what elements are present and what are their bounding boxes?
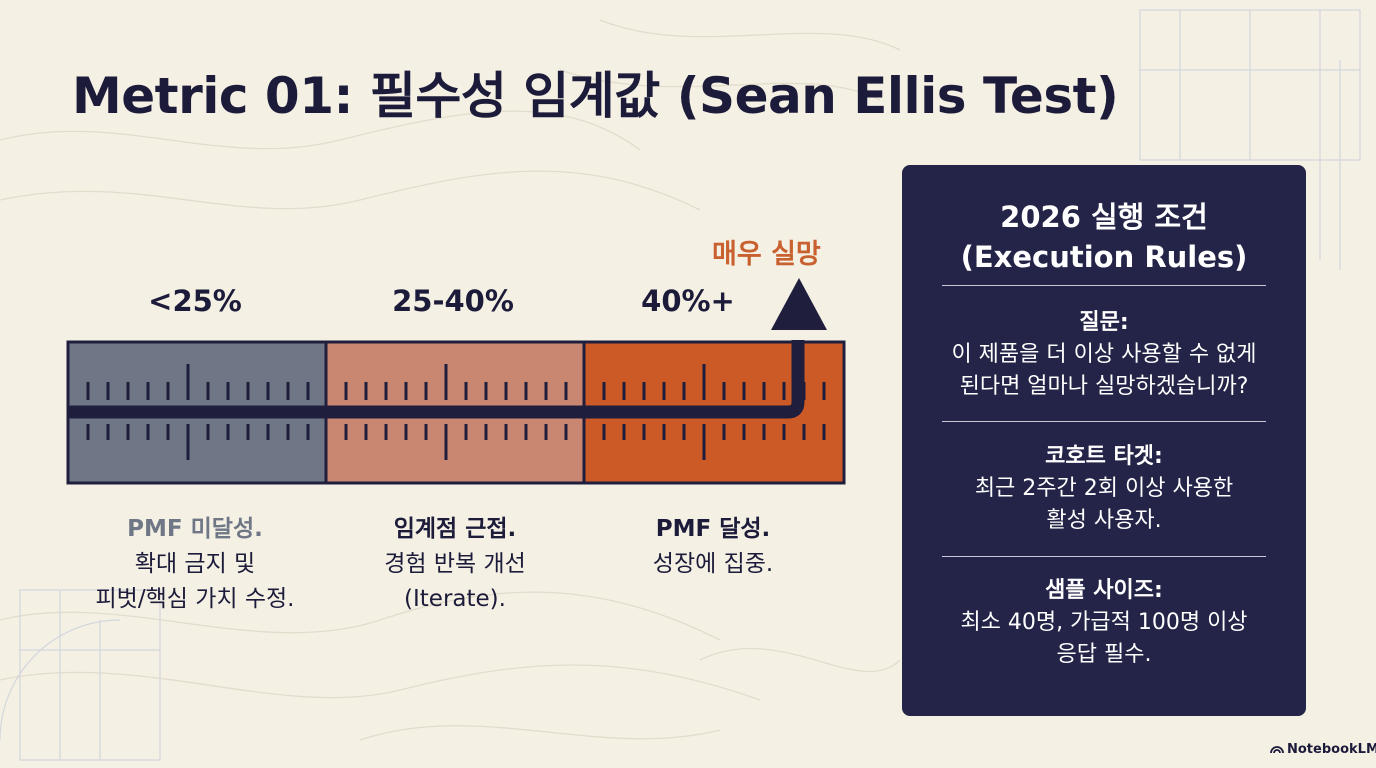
zone-mid-line-1: 경험 반복 개선 (384, 551, 526, 577)
rule-sample-size: 샘플 사이즈: 최소 40명, 가급적 100명 이상 응답 필수. (902, 575, 1306, 671)
panel-title-line-1: 2026 실행 조건 (1000, 200, 1208, 234)
range-label-high: 40%+ (641, 284, 735, 318)
threshold-ruler (66, 340, 846, 485)
zone-low-description: PMF 미달성. 확대 금지 및 피벗/핵심 가치 수정. (66, 512, 324, 617)
footer-text: NotebookLM (1287, 742, 1376, 757)
panel-divider (942, 285, 1266, 286)
zone-mid-description: 임계점 근접. 경험 반복 개선 (Iterate). (326, 512, 584, 617)
zone-low-heading: PMF 미달성. (127, 516, 263, 542)
range-label-low: <25% (148, 284, 242, 318)
rule-sample-line-1: 최소 40명, 가급적 100명 이상 (960, 610, 1248, 635)
threshold-line (68, 340, 805, 419)
rule-question: 질문: 이 제품을 더 이상 사용할 수 없게 된다면 얼마나 실망하겠습니까? (902, 307, 1306, 403)
rule-question-line-2: 된다면 얼마나 실망하겠습니까? (959, 374, 1249, 399)
zone-mid-heading: 임계점 근접. (393, 516, 517, 542)
panel-divider (942, 421, 1266, 422)
zone-high-description: PMF 달성. 성장에 집중. (584, 512, 842, 582)
rule-sample-label: 샘플 사이즈: (1045, 578, 1163, 603)
panel-divider (942, 556, 1266, 557)
footer-brand: NotebookLM (1270, 742, 1376, 757)
notebooklm-logo-icon (1270, 746, 1284, 754)
execution-rules-panel: 2026 실행 조건 (Execution Rules) 질문: 이 제품을 더… (902, 165, 1306, 716)
zone-low-line-1: 확대 금지 및 (134, 551, 256, 577)
zone-high-line-1: 성장에 집중. (652, 551, 774, 577)
rule-cohort: 코호트 타겟: 최근 2주간 2회 이상 사용한 활성 사용자. (902, 441, 1306, 537)
rule-question-line-1: 이 제품을 더 이상 사용할 수 없게 (951, 342, 1257, 367)
zone-high-heading: PMF 달성. (655, 516, 771, 542)
zone-low-line-2: 피벗/핵심 가치 수정. (95, 586, 295, 612)
ruler-ticks (86, 364, 826, 460)
arrow-label: 매우 실망 (712, 239, 821, 270)
page-title: Metric 01: 필수성 임계값 (Sean Ellis Test) (72, 67, 1119, 125)
up-arrow-icon (771, 278, 827, 330)
rule-question-label: 질문: (1079, 310, 1129, 335)
rule-cohort-label: 코호트 타겟: (1045, 444, 1163, 469)
zone-mid-line-2: (Iterate). (404, 586, 506, 612)
range-label-mid: 25-40% (392, 284, 514, 318)
panel-title-line-2: (Execution Rules) (960, 240, 1248, 274)
rule-cohort-line-2: 활성 사용자. (1046, 508, 1162, 533)
rule-sample-line-2: 응답 필수. (1056, 642, 1152, 667)
rule-cohort-line-1: 최근 2주간 2회 이상 사용한 (974, 476, 1234, 501)
panel-title: 2026 실행 조건 (Execution Rules) (902, 197, 1306, 277)
